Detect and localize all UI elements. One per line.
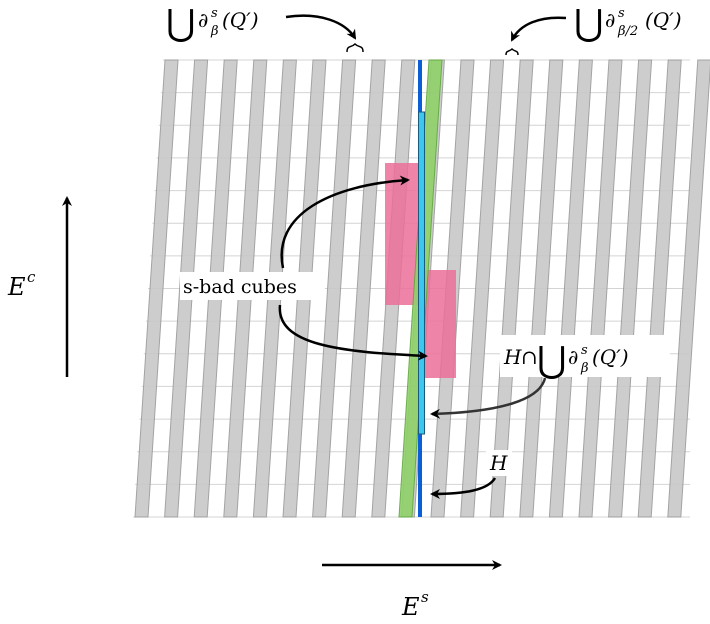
partial-symbol-2: ∂ [605, 8, 615, 32]
arg-q-prime-2: (Q′) [645, 8, 682, 32]
big-cup-symbol-3: ⋃ [537, 340, 567, 381]
s-bad-cubes-label: s-bad cubes [183, 276, 297, 298]
union-boundary-beta-half-label: ⋃ ∂ s β/2 (Q′) [574, 3, 682, 44]
h-symbol: H [503, 345, 522, 369]
intersection-label: H ∩ ⋃ ∂ s β (Q′) [500, 335, 670, 381]
brace-beta-half [505, 47, 519, 56]
sub-beta: β [210, 24, 219, 39]
s-bad-label-bg [180, 272, 325, 300]
h-label-bg [486, 450, 512, 476]
es-sup: s [421, 588, 429, 606]
arrow-to-upper-cube [280, 175, 410, 269]
s-bad-cube-upper [385, 163, 418, 305]
sup-s-2: s [618, 6, 625, 21]
boundary-strip [312, 59, 357, 518]
sup-s: s [211, 6, 218, 21]
ec-sup: c [27, 268, 36, 286]
intersection-label-bg [500, 335, 670, 377]
partial-symbol: ∂ [198, 8, 208, 32]
arg-q-prime: (Q′) [222, 8, 259, 32]
boundary-strip [134, 59, 179, 518]
sub-beta-3: β [580, 361, 589, 376]
arrow-to-h [430, 477, 497, 499]
arg-q-prime-3: (Q′) [592, 345, 629, 369]
s-bad-cube-lower [423, 270, 456, 378]
h-label: H [489, 451, 508, 475]
partial-symbol-3: ∂ [568, 345, 578, 369]
boundary-strip [667, 59, 710, 518]
union-boundary-beta-label: ⋃ ∂ s β (Q′) [166, 3, 259, 44]
intersection-bar [418, 111, 425, 435]
es-label: E [401, 593, 420, 621]
arrow-to-lower-cube [278, 304, 428, 361]
brace-beta [346, 42, 364, 53]
ec-label: E [7, 273, 26, 301]
big-cup-symbol: ⋃ [166, 3, 196, 44]
arrow-union-beta [285, 14, 357, 40]
boundary-strip [341, 59, 386, 518]
boundary-strip [460, 59, 505, 518]
arrow-union-beta-half [510, 16, 567, 42]
sub-beta-half: β/2 [617, 24, 638, 39]
big-cup-symbol-2: ⋃ [574, 3, 604, 44]
cap-symbol: ∩ [521, 345, 538, 369]
arrow-to-intersection [430, 377, 547, 419]
sup-s-3: s [581, 343, 588, 358]
